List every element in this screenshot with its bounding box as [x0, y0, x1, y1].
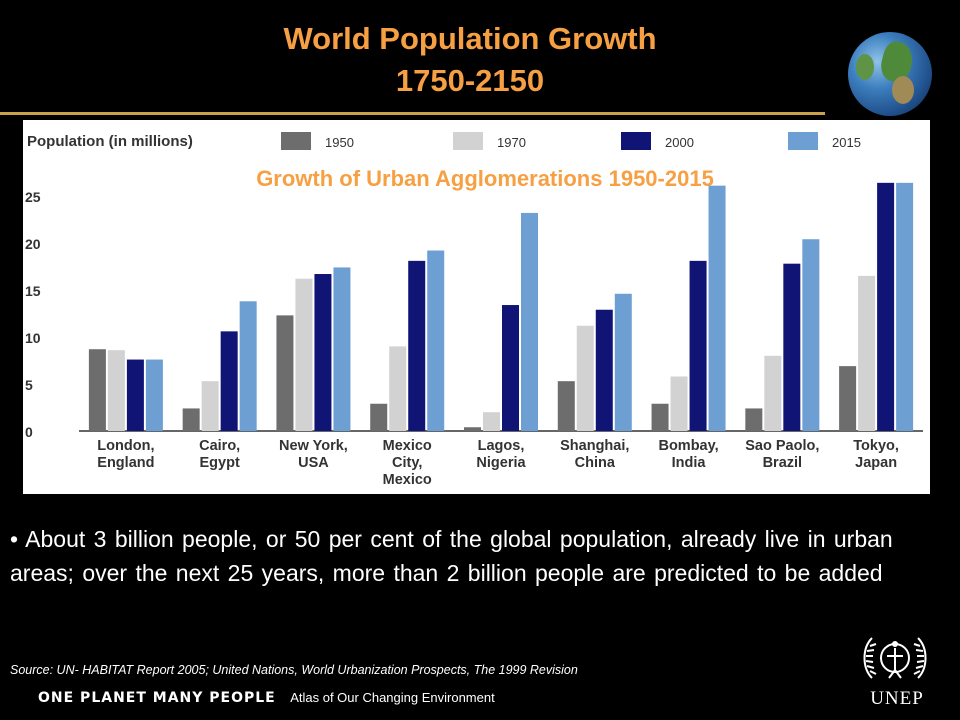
bar-2000-6 [689, 260, 707, 431]
bar-2015-8 [896, 182, 914, 431]
bar-1950-8 [839, 366, 857, 431]
bar-1970-4 [483, 412, 500, 431]
legend-label-2000: 2000 [665, 135, 694, 150]
legend-swatch-1970 [453, 132, 483, 150]
bar-2015-4 [521, 212, 538, 431]
unep-logo-text: UNEP [870, 688, 924, 709]
x-tick-label: Egypt [200, 455, 240, 471]
x-tick-label: Brazil [763, 455, 803, 471]
bar-1970-3 [389, 346, 407, 431]
x-tick-label: Shanghai, [560, 438, 629, 454]
x-tick-label: China [575, 455, 616, 471]
x-tick-label: Cairo, [199, 438, 240, 454]
footer-atlas: Atlas of Our Changing Environment [290, 690, 495, 705]
bar-2000-4 [502, 305, 519, 431]
x-tick-label: India [672, 455, 707, 471]
y-tick-label: 15 [25, 283, 41, 299]
bar-1950-7 [745, 408, 763, 431]
bar-1970-1 [201, 381, 219, 431]
bar-2015-7 [802, 239, 820, 431]
source-citation: Source: UN- HABITAT Report 2005; United … [10, 663, 578, 677]
chart-title: Growth of Urban Agglomerations 1950-2015 [256, 166, 714, 191]
legend-label-2015: 2015 [832, 135, 861, 150]
x-tick-label: Tokyo, [853, 438, 899, 454]
x-tick-label: USA [298, 455, 329, 471]
y-tick-label: 0 [25, 424, 33, 440]
footer-brand: ONE PLANET MANY PEOPLE [38, 690, 276, 706]
bar-2015-3 [427, 250, 445, 431]
bar-2000-0 [126, 359, 144, 431]
legend-swatch-2015 [788, 132, 818, 150]
x-tick-label: New York, [279, 438, 348, 454]
slide-title: World Population Growth [283, 21, 657, 56]
x-tick-label: Japan [855, 455, 897, 471]
bar-1970-6 [670, 376, 688, 431]
bar-1970-7 [764, 355, 782, 431]
bar-2015-2 [333, 267, 351, 431]
unep-emblem-icon [863, 637, 927, 679]
x-tick-label: England [97, 455, 154, 471]
globe-icon [848, 32, 932, 116]
y-tick-label: 25 [25, 189, 41, 205]
bar-2015-6 [708, 185, 726, 431]
bar-1950-2 [276, 315, 294, 431]
x-tick-label: Mexico [383, 472, 432, 488]
bar-1950-1 [182, 408, 200, 431]
x-tick-label: Sao Paolo, [745, 438, 819, 454]
bar-2015-0 [145, 359, 163, 431]
x-tick-label: Nigeria [476, 455, 526, 471]
bar-1950-3 [370, 403, 388, 431]
y-axis-label: Population (in millions) [27, 133, 193, 150]
y-tick-label: 5 [25, 377, 33, 393]
bar-1950-5 [557, 381, 575, 431]
bar-1950-4 [464, 427, 481, 431]
bar-2015-1 [239, 301, 257, 431]
bar-2000-2 [314, 274, 332, 431]
y-tick-label: 20 [25, 236, 41, 252]
x-tick-label: Bombay, [658, 438, 718, 454]
bullet-text: • About 3 billion people, or 50 per cent… [10, 526, 893, 586]
legend-swatch-1950 [281, 132, 311, 150]
bar-2000-5 [595, 309, 613, 431]
bar-2000-7 [783, 263, 801, 431]
bar-1950-0 [88, 349, 106, 431]
bar-2015-5 [614, 293, 632, 431]
x-tick-label: Mexico [383, 438, 432, 454]
title-divider [0, 112, 825, 115]
bar-1970-0 [107, 350, 125, 431]
bar-1970-5 [576, 325, 594, 431]
x-tick-label: London, [97, 438, 154, 454]
footer: ONE PLANET MANY PEOPLE Atlas of Our Chan… [38, 689, 495, 707]
slide-title-years: 1750-2150 [395, 63, 545, 98]
bar-1970-2 [295, 278, 313, 431]
bar-chart: Population (in millions) 1950 1970 2000 2015… [25, 132, 923, 488]
legend-swatch-2000 [621, 132, 651, 150]
bar-2000-8 [877, 182, 895, 431]
x-tick-label: City, [392, 455, 422, 471]
bar-1970-8 [858, 275, 876, 431]
bar-2000-3 [408, 260, 426, 431]
bar-1950-6 [651, 403, 669, 431]
x-tick-label: Lagos, [478, 438, 525, 454]
legend-label-1970: 1970 [497, 135, 526, 150]
y-tick-label: 10 [25, 330, 41, 346]
chart-panel: Population (in millions) 1950 1970 2000 2015… [23, 120, 930, 494]
legend-label-1950: 1950 [325, 135, 354, 150]
bar-2000-1 [220, 331, 238, 431]
